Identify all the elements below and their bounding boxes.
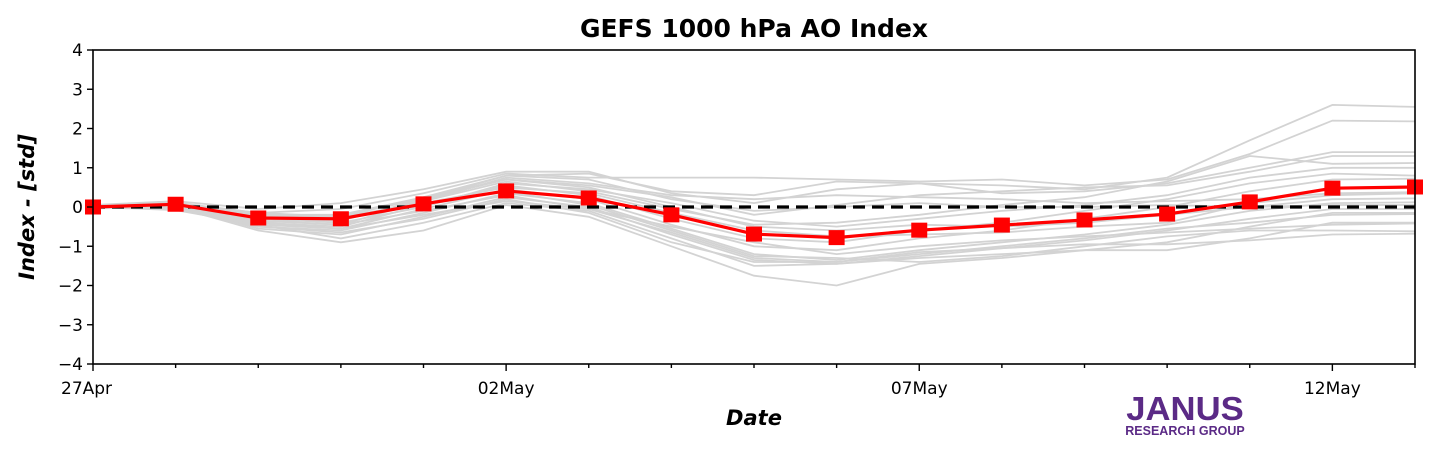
ensemble-member-line bbox=[92, 204, 1415, 287]
y-tick-label: 3 bbox=[72, 80, 83, 100]
ensemble-mean-marker bbox=[415, 196, 432, 212]
ensemble-member-line bbox=[92, 119, 1416, 214]
chart-title: GEFS 1000 hPa AO Index bbox=[580, 14, 928, 43]
ensemble-mean-marker bbox=[332, 211, 349, 227]
ensemble-mean-marker bbox=[498, 183, 515, 199]
ensemble-mean-marker bbox=[580, 190, 597, 206]
ensemble-mean-marker bbox=[828, 230, 845, 246]
ensemble-mean-group bbox=[85, 179, 1423, 246]
ensemble-member-line bbox=[92, 202, 1415, 267]
janus-logo: JANUS RESEARCH GROUP bbox=[1117, 392, 1253, 438]
ensemble-members bbox=[92, 103, 1416, 287]
ensemble-mean-marker bbox=[1241, 194, 1258, 210]
logo-name: JANUS bbox=[1126, 390, 1244, 427]
y-tick-label: 0 bbox=[72, 198, 83, 218]
x-tick-label: 12May bbox=[1304, 379, 1361, 399]
ensemble-mean-marker bbox=[1076, 212, 1093, 228]
ensemble-member-line bbox=[92, 192, 1416, 261]
x-tick-label: 02May bbox=[478, 379, 535, 399]
ensemble-member-line bbox=[92, 200, 1416, 256]
ensemble-member-line bbox=[92, 166, 1415, 228]
x-axis-label: Date bbox=[726, 406, 782, 430]
ensemble-member-line bbox=[92, 198, 1416, 263]
ensemble-mean-marker bbox=[1159, 206, 1176, 222]
y-tick-label: 1 bbox=[72, 159, 83, 179]
ensemble-mean-marker bbox=[1324, 180, 1341, 196]
y-tick-label: −1 bbox=[58, 237, 83, 257]
ensemble-member-line bbox=[92, 194, 1416, 263]
y-axis: 4 3 2 1 0 −1 −2 −3 −4 bbox=[58, 41, 93, 375]
ensemble-member-line bbox=[92, 103, 1416, 210]
ensemble-mean-marker bbox=[746, 226, 762, 242]
x-axis: 27Apr 02May 07May 12May bbox=[61, 364, 1416, 399]
y-tick-label: 2 bbox=[72, 120, 83, 140]
y-axis-label: Index - [std] bbox=[15, 134, 39, 280]
y-tick-label: −3 bbox=[58, 316, 83, 336]
ensemble-mean-marker bbox=[663, 207, 680, 223]
x-tick-label: 07May bbox=[891, 379, 948, 399]
x-tick-label: 27Apr bbox=[61, 379, 112, 399]
ensemble-mean-marker bbox=[911, 222, 928, 238]
ensemble-mean-marker bbox=[167, 196, 184, 212]
ensemble-mean-marker bbox=[250, 210, 267, 226]
y-tick-label: 4 bbox=[72, 41, 83, 61]
y-tick-label: −2 bbox=[58, 277, 83, 297]
y-tick-label: −4 bbox=[58, 355, 83, 375]
logo-subtitle: RESEARCH GROUP bbox=[1125, 424, 1245, 438]
ensemble-mean-marker bbox=[993, 217, 1010, 233]
